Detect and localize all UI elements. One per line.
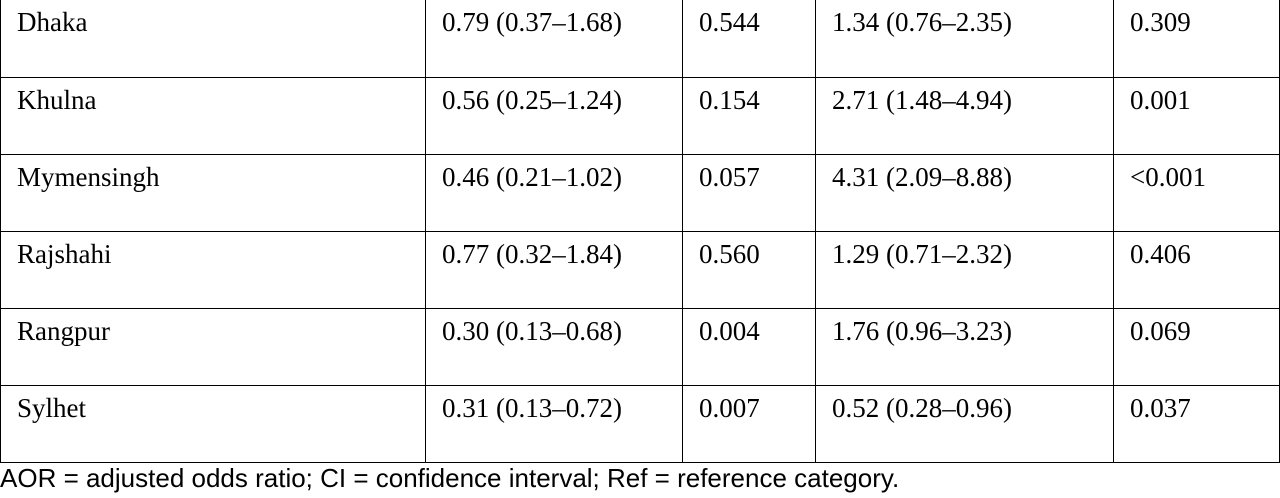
p-value-cell: 0.154	[682, 77, 816, 155]
aor-cell: 0.46 (0.21–1.02)	[425, 154, 683, 232]
aor-cell: 0.77 (0.32–1.84)	[425, 231, 683, 309]
aor-cell: 0.79 (0.37–1.68)	[425, 0, 683, 78]
aor-value: 0.30 (0.13–0.68)	[442, 316, 622, 346]
p-value: 0.309	[1130, 7, 1191, 37]
p-value: <0.001	[1130, 162, 1206, 192]
table-row: Rajshahi 0.77 (0.32–1.84) 0.560 1.29 (0.…	[0, 231, 1280, 309]
p-value: 0.154	[699, 85, 760, 115]
p-value: 0.001	[1130, 85, 1191, 115]
p-value-cell: 0.007	[682, 385, 816, 463]
results-table-container: Dhaka 0.79 (0.37–1.68) 0.544 1.34 (0.76–…	[0, 0, 1280, 463]
p-value-cell: <0.001	[1113, 154, 1280, 232]
aor-value: 1.29 (0.71–2.32)	[832, 239, 1012, 269]
aor-cell: 0.30 (0.13–0.68)	[425, 308, 683, 386]
aor-cell: 2.71 (1.48–4.94)	[815, 77, 1114, 155]
region-label: Khulna	[17, 85, 97, 115]
p-value-cell: 0.560	[682, 231, 816, 309]
table-row: Dhaka 0.79 (0.37–1.68) 0.544 1.34 (0.76–…	[0, 0, 1280, 78]
aor-cell: 4.31 (2.09–8.88)	[815, 154, 1114, 232]
region-cell: Mymensingh	[0, 154, 426, 232]
aor-cell: 1.29 (0.71–2.32)	[815, 231, 1114, 309]
aor-value: 2.71 (1.48–4.94)	[832, 85, 1012, 115]
region-cell: Sylhet	[0, 385, 426, 463]
results-table: Dhaka 0.79 (0.37–1.68) 0.544 1.34 (0.76–…	[0, 0, 1280, 463]
region-label: Rajshahi	[17, 239, 112, 269]
p-value: 0.406	[1130, 239, 1191, 269]
p-value: 0.037	[1130, 393, 1191, 423]
p-value-cell: 0.309	[1113, 0, 1280, 78]
p-value-cell: 0.544	[682, 0, 816, 78]
p-value: 0.007	[699, 393, 760, 423]
p-value: 0.069	[1130, 316, 1191, 346]
aor-cell: 0.31 (0.13–0.72)	[425, 385, 683, 463]
aor-value: 0.31 (0.13–0.72)	[442, 393, 622, 423]
aor-value: 0.46 (0.21–1.02)	[442, 162, 622, 192]
table-footnote: AOR = adjusted odds ratio; CI = confiden…	[0, 463, 900, 493]
table-row: Khulna 0.56 (0.25–1.24) 0.154 2.71 (1.48…	[0, 77, 1280, 155]
table-row: Rangpur 0.30 (0.13–0.68) 0.004 1.76 (0.9…	[0, 308, 1280, 386]
p-value: 0.004	[699, 316, 760, 346]
region-cell: Rajshahi	[0, 231, 426, 309]
aor-value: 0.56 (0.25–1.24)	[442, 85, 622, 115]
region-cell: Dhaka	[0, 0, 426, 78]
p-value-cell: 0.037	[1113, 385, 1280, 463]
aor-value: 1.34 (0.76–2.35)	[832, 7, 1012, 37]
aor-cell: 1.76 (0.96–3.23)	[815, 308, 1114, 386]
table-row: Sylhet 0.31 (0.13–0.72) 0.007 0.52 (0.28…	[0, 385, 1280, 463]
p-value-cell: 0.406	[1113, 231, 1280, 309]
p-value: 0.560	[699, 239, 760, 269]
region-label: Mymensingh	[17, 162, 160, 192]
p-value-cell: 0.004	[682, 308, 816, 386]
aor-cell: 0.52 (0.28–0.96)	[815, 385, 1114, 463]
aor-value: 0.79 (0.37–1.68)	[442, 7, 622, 37]
p-value-cell: 0.069	[1113, 308, 1280, 386]
aor-value: 4.31 (2.09–8.88)	[832, 162, 1012, 192]
p-value: 0.057	[699, 162, 760, 192]
aor-value: 0.52 (0.28–0.96)	[832, 393, 1012, 423]
region-label: Dhaka	[17, 7, 88, 37]
region-label: Rangpur	[17, 316, 110, 346]
aor-cell: 0.56 (0.25–1.24)	[425, 77, 683, 155]
p-value: 0.544	[699, 7, 760, 37]
p-value-cell: 0.001	[1113, 77, 1280, 155]
aor-value: 0.77 (0.32–1.84)	[442, 239, 622, 269]
region-cell: Khulna	[0, 77, 426, 155]
region-cell: Rangpur	[0, 308, 426, 386]
aor-cell: 1.34 (0.76–2.35)	[815, 0, 1114, 78]
region-label: Sylhet	[17, 393, 87, 423]
p-value-cell: 0.057	[682, 154, 816, 232]
aor-value: 1.76 (0.96–3.23)	[832, 316, 1012, 346]
table-row: Mymensingh 0.46 (0.21–1.02) 0.057 4.31 (…	[0, 154, 1280, 232]
